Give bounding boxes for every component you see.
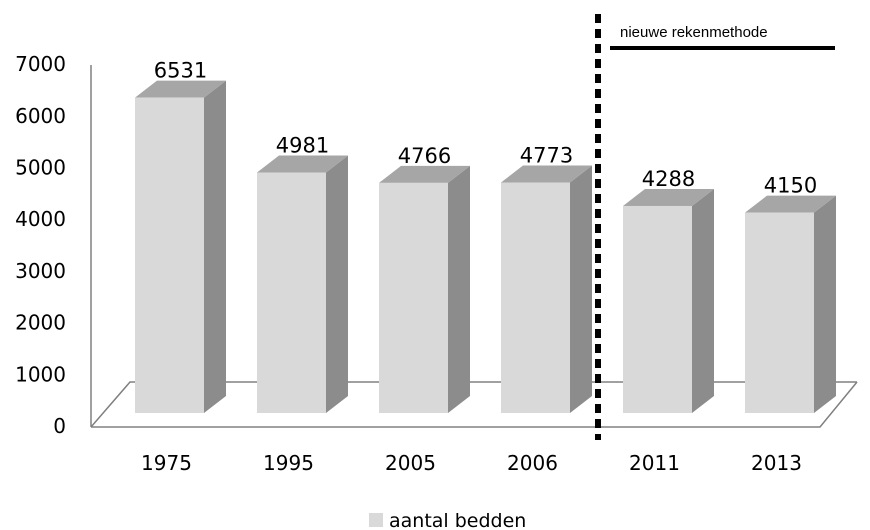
bar-2011 — [623, 188, 714, 413]
legend-swatch — [369, 513, 383, 527]
bar-front — [379, 182, 448, 413]
bar-front — [745, 212, 814, 413]
bar-top — [379, 165, 470, 183]
y-tick-label: 6000 — [15, 104, 66, 128]
bar-1995 — [257, 155, 348, 413]
data-label: 4288 — [642, 167, 695, 191]
y-tick-label: 2000 — [15, 311, 66, 335]
bar-side — [326, 155, 348, 413]
bar-side — [814, 195, 836, 413]
bar-side — [204, 80, 226, 414]
y-tick-label: 7000 — [15, 52, 66, 76]
bar-top — [623, 188, 714, 206]
floor-back-edge — [90, 381, 857, 428]
bars — [135, 80, 836, 414]
x-tick-label: 2013 — [751, 451, 802, 475]
y-tick-labels: 0 1000 2000 3000 4000 5000 6000 7000 — [15, 52, 66, 438]
axis-layer — [90, 65, 858, 428]
bar-front — [135, 97, 204, 414]
bar-front — [501, 182, 570, 413]
bar-2005 — [379, 165, 470, 413]
legend-label: aantal bedden — [389, 510, 526, 530]
data-label: 4981 — [276, 133, 329, 157]
bar-1975 — [135, 80, 226, 414]
bar-top — [745, 195, 836, 213]
x-tick-label: 1975 — [141, 451, 192, 475]
annotation-text: nieuwe rekenmethode — [620, 24, 768, 41]
x-tick-label: 2005 — [385, 451, 436, 475]
bar-side — [692, 188, 714, 413]
bar-2013 — [745, 195, 836, 413]
data-label: 4766 — [398, 144, 451, 168]
y-tick-label: 3000 — [15, 259, 66, 283]
bar-front — [257, 172, 326, 413]
data-label: 4150 — [764, 174, 817, 198]
bar-top — [135, 80, 226, 98]
bar-top — [257, 155, 348, 173]
bar-2006 — [501, 165, 592, 413]
data-label: 4773 — [520, 144, 573, 168]
x-tick-labels: 1975 1995 2005 2006 2011 2013 — [141, 451, 802, 475]
x-tick-label: 2011 — [629, 451, 680, 475]
floor-front-edge — [91, 381, 858, 428]
bar-front — [623, 205, 692, 413]
x-tick-label: 2006 — [507, 451, 558, 475]
data-label: 6531 — [154, 59, 207, 83]
bar-side — [570, 165, 592, 413]
y-tick-label: 5000 — [15, 156, 66, 180]
bar-top — [501, 165, 592, 183]
x-tick-label: 1995 — [263, 451, 314, 475]
bar-side — [448, 165, 470, 413]
y-tick-label: 1000 — [15, 362, 66, 386]
y-tick-label: 0 — [53, 414, 66, 438]
data-labels: 6531 4981 4766 4773 4288 4150 — [154, 59, 817, 198]
y-tick-label: 4000 — [15, 207, 66, 231]
